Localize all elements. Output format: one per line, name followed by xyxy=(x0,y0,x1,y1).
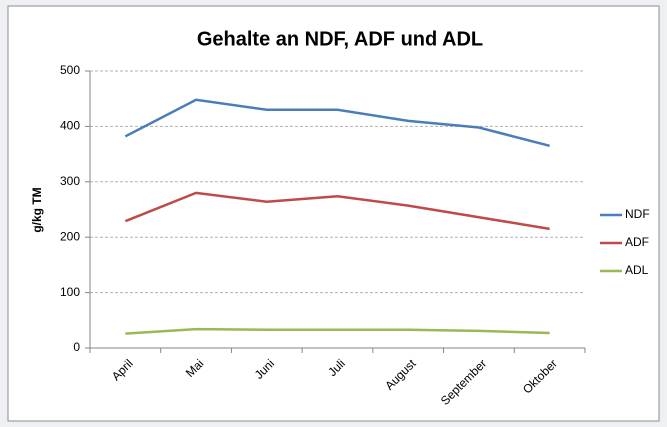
legend-label: ADF xyxy=(625,235,649,249)
legend-label: NDF xyxy=(625,207,650,221)
y-axis-label: g/kg TM xyxy=(30,187,44,232)
y-tick-label: 300 xyxy=(60,174,80,188)
line-series xyxy=(124,98,550,148)
legend-label: ADL xyxy=(625,263,649,277)
line-series xyxy=(125,327,550,335)
y-tick-label: 0 xyxy=(73,340,80,354)
chart-frame xyxy=(7,5,660,422)
y-tick-label: 100 xyxy=(60,285,80,299)
line-series xyxy=(124,191,550,231)
y-tick-label: 500 xyxy=(60,63,80,77)
y-tick-label: 400 xyxy=(60,119,80,133)
y-tick-label: 200 xyxy=(60,229,80,243)
chart-title: Gehalte an NDF, ADF und ADL xyxy=(197,28,483,50)
